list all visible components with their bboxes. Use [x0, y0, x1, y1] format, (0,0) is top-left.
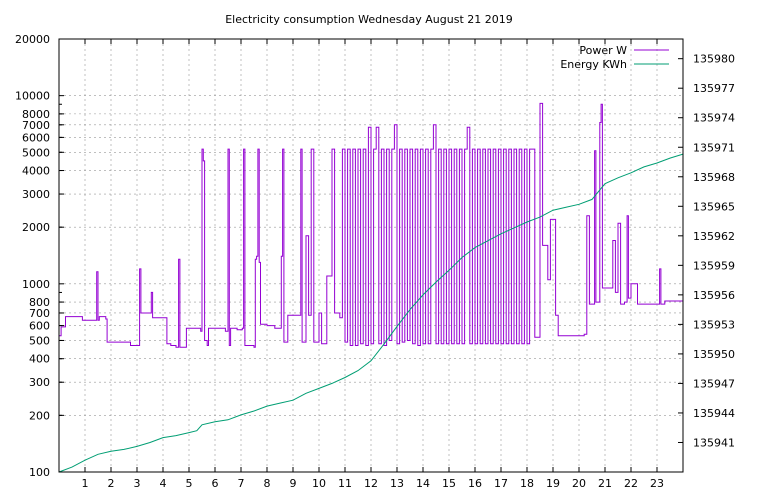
x-tick-label: 3	[134, 477, 141, 490]
y-tick-label: 10000	[15, 90, 50, 103]
y2-tick-label: 135971	[693, 141, 735, 154]
x-tick-label: 5	[186, 477, 193, 490]
legend-label: Power W	[579, 44, 627, 57]
y2-tick-label: 135944	[693, 407, 735, 420]
x-tick-label: 17	[494, 477, 508, 490]
y2-tick-label: 135968	[693, 171, 735, 184]
x-tick-label: 23	[650, 477, 664, 490]
y-tick-label: 500	[29, 334, 50, 347]
series-layer	[58, 102, 684, 473]
x-tick-label: 18	[520, 477, 534, 490]
y-tick-label: 200	[29, 409, 50, 422]
y-tick-label: 400	[29, 353, 50, 366]
x-tick-label: 4	[160, 477, 167, 490]
x-tick-label: 13	[390, 477, 404, 490]
x-tick-label: 11	[338, 477, 352, 490]
y-tick-label: 100	[29, 466, 50, 479]
x-tick-label: 2	[108, 477, 115, 490]
x-tick-label: 15	[442, 477, 456, 490]
y-tick-label: 700	[29, 307, 50, 320]
y-tick-label: 7000	[22, 119, 50, 132]
tick-marks	[59, 38, 683, 473]
y-tick-label: 8000	[22, 108, 50, 121]
y-tick-label: 800	[29, 296, 50, 309]
x-tick-label: 10	[312, 477, 326, 490]
tick-labels: 1 2 3 4 5 6 7 8 9 10 11 12 13 14 15 16 17 18 19 20 21 22 23100…	[15, 33, 735, 490]
x-tick-label: 8	[264, 477, 271, 490]
x-tick-label: 12	[364, 477, 378, 490]
x-tick-label: 14	[416, 477, 430, 490]
y2-tick-label: 135965	[693, 200, 735, 213]
y2-tick-label: 135950	[693, 348, 735, 361]
y2-tick-label: 135956	[693, 289, 735, 302]
y2-tick-label: 135974	[693, 112, 735, 125]
y2-tick-label: 135980	[693, 53, 735, 66]
series-line-energy	[58, 153, 684, 473]
x-tick-label: 20	[572, 477, 586, 490]
x-tick-label: 22	[624, 477, 638, 490]
y-tick-label: 6000	[22, 131, 50, 144]
y-tick-label: 600	[29, 320, 50, 333]
y-tick-label: 4000	[22, 165, 50, 178]
legend-label: Energy KWh	[560, 58, 627, 71]
y2-tick-label: 135962	[693, 230, 735, 243]
y-tick-label: 3000	[22, 188, 50, 201]
x-tick-label: 19	[546, 477, 560, 490]
x-tick-label: 16	[468, 477, 482, 490]
chart-title: Electricity consumption Wednesday August…	[225, 13, 513, 26]
y-tick-label: 20000	[15, 33, 50, 46]
y2-tick-label: 135977	[693, 82, 735, 95]
y-tick-label: 300	[29, 376, 50, 389]
y-tick-label: 5000	[22, 146, 50, 159]
y-tick-label: 2000	[22, 221, 50, 234]
x-tick-label: 9	[290, 477, 297, 490]
y2-tick-label: 135947	[693, 377, 735, 390]
x-tick-label: 6	[212, 477, 219, 490]
series-line-power	[59, 102, 683, 348]
x-tick-label: 1	[82, 477, 89, 490]
y2-tick-label: 135959	[693, 259, 735, 272]
x-tick-label: 7	[238, 477, 245, 490]
y2-tick-label: 135941	[693, 436, 735, 449]
y-tick-label: 1000	[22, 278, 50, 291]
y2-tick-label: 135953	[693, 318, 735, 331]
x-tick-label: 21	[598, 477, 612, 490]
